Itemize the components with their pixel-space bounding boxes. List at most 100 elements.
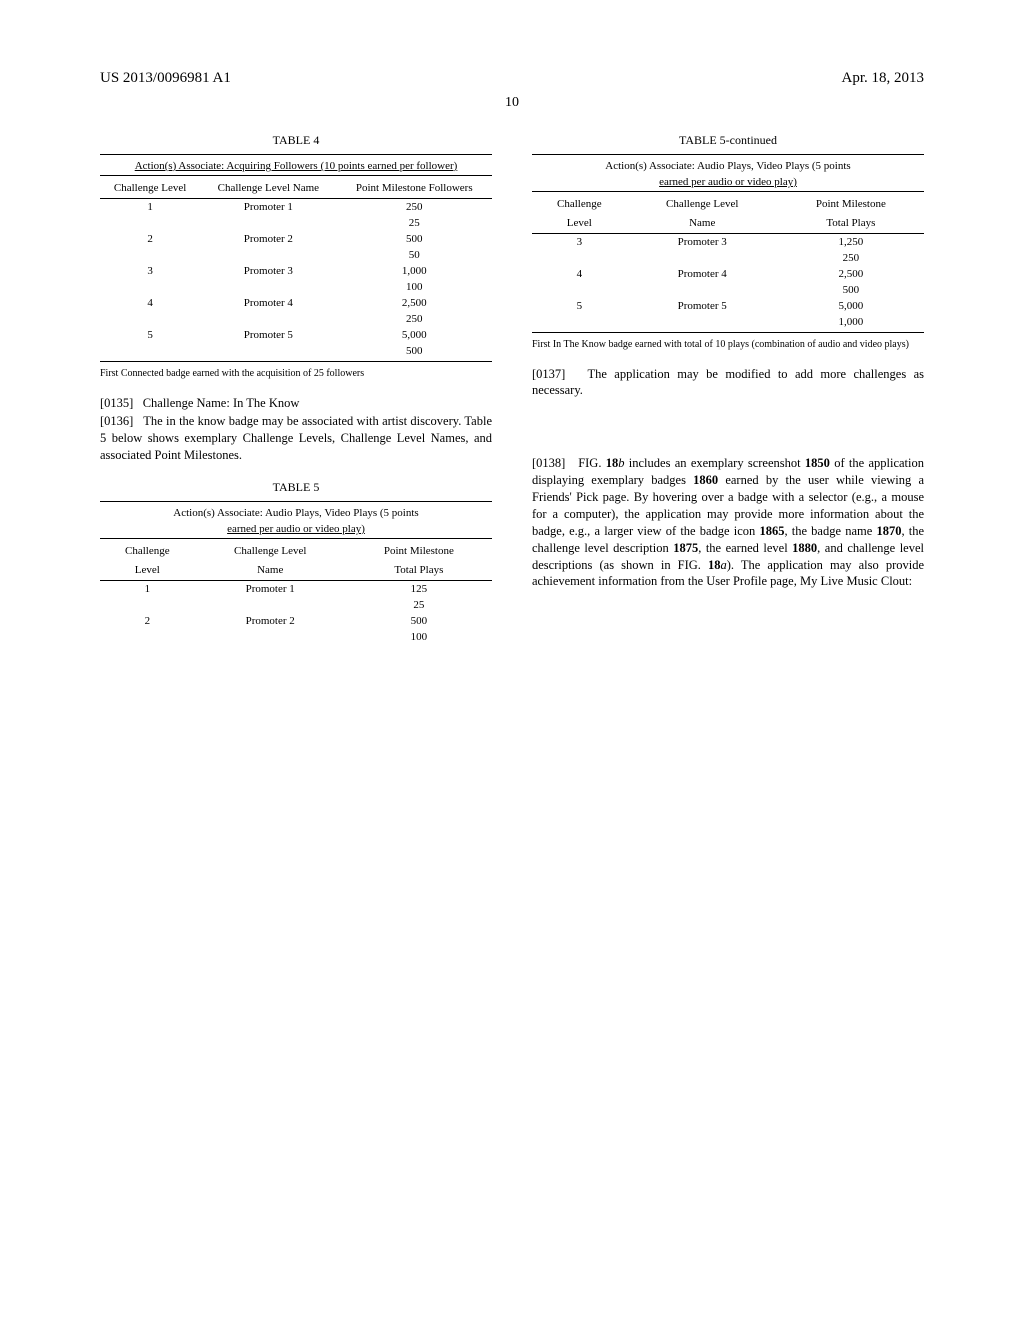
table-row: 4Promoter 42,500 xyxy=(532,266,924,282)
table-cell xyxy=(100,343,200,359)
table-cell: Promoter 1 xyxy=(195,581,346,598)
table-cell: 100 xyxy=(346,629,492,645)
table-cell xyxy=(627,314,778,330)
table5cont-top-rule xyxy=(532,154,924,155)
table-cell: Promoter 4 xyxy=(627,266,778,282)
left-column: TABLE 4 Action(s) Associate: Acquiring F… xyxy=(100,129,492,645)
table-row: 5Promoter 55,000 xyxy=(532,298,924,314)
table-row: 500 xyxy=(532,282,924,298)
para-text: Challenge Name: In The Know xyxy=(143,396,300,410)
table-row: 4Promoter 42,500 xyxy=(100,295,492,311)
spacer xyxy=(532,401,924,427)
table5-header-row1: Challenge Challenge Level Point Mileston… xyxy=(100,539,492,559)
table-cell: 3 xyxy=(532,234,627,251)
table-cell: Promoter 2 xyxy=(195,613,346,629)
table-cell xyxy=(532,314,627,330)
reference-numeral: 1880 xyxy=(792,541,817,555)
table-cell: 50 xyxy=(337,247,493,263)
table-row: 100 xyxy=(100,629,492,645)
table4-header: Point Milestone Followers xyxy=(337,176,493,199)
table-cell: 4 xyxy=(100,295,200,311)
table5-body: 1Promoter 1125 25 2Promoter 2500 100 xyxy=(100,581,492,646)
table-cell: 1,000 xyxy=(778,314,924,330)
table5cont-bottom-rule xyxy=(532,332,924,333)
table-cell xyxy=(195,597,346,613)
table5cont-header: Level xyxy=(532,211,627,234)
table-cell: 500 xyxy=(346,613,492,629)
figure-ref: 18 xyxy=(606,456,619,470)
table5cont-header: Point Milestone xyxy=(778,192,924,212)
table-cell: 25 xyxy=(346,597,492,613)
table-cell: 2,500 xyxy=(778,266,924,282)
table-cell xyxy=(532,250,627,266)
table5cont-title: TABLE 5-continued xyxy=(532,133,924,148)
reference-numeral: 1875 xyxy=(673,541,698,555)
table5-header: Name xyxy=(195,558,346,581)
table-cell: 2 xyxy=(100,231,200,247)
table-row: 3Promoter 31,000 xyxy=(100,263,492,279)
table5cont-header-row2: Level Name Total Plays xyxy=(532,211,924,234)
table-cell xyxy=(100,597,195,613)
table-cell: 25 xyxy=(337,215,493,231)
table5-header: Level xyxy=(100,558,195,581)
table-cell xyxy=(200,279,336,295)
table-cell: Promoter 5 xyxy=(200,327,336,343)
paragraph-0137: [0137] The application may be modified t… xyxy=(532,366,924,400)
table-cell xyxy=(100,215,200,231)
table5cont-header-row1: Challenge Challenge Level Point Mileston… xyxy=(532,192,924,212)
table-row: 25 xyxy=(100,215,492,231)
table5-caption-line1: Action(s) Associate: Audio Plays, Video … xyxy=(100,504,492,522)
table-cell: 500 xyxy=(778,282,924,298)
publication-date: Apr. 18, 2013 xyxy=(842,70,925,87)
table5-header: Total Plays xyxy=(346,558,492,581)
table5cont-header: Challenge Level xyxy=(627,192,778,212)
table4-top-rule xyxy=(100,154,492,155)
table-cell: Promoter 3 xyxy=(200,263,336,279)
table-cell: Promoter 5 xyxy=(627,298,778,314)
reference-numeral: 1865 xyxy=(759,524,784,538)
table-cell: 2,500 xyxy=(337,295,493,311)
table-row: 500 xyxy=(100,343,492,359)
table5: Action(s) Associate: Audio Plays, Video … xyxy=(100,504,492,645)
table-cell: 250 xyxy=(337,199,493,216)
para-number: [0137] xyxy=(532,367,565,381)
table-row: 1Promoter 1250 xyxy=(100,199,492,216)
right-column: TABLE 5-continued Action(s) Associate: A… xyxy=(532,129,924,645)
table5cont-caption-line2: earned per audio or video play) xyxy=(532,175,924,192)
table5cont-header: Name xyxy=(627,211,778,234)
paragraph-0135: [0135] Challenge Name: In The Know xyxy=(100,395,492,412)
table-row: 1,000 xyxy=(532,314,924,330)
table-cell: Promoter 3 xyxy=(627,234,778,251)
table-cell xyxy=(627,250,778,266)
table-cell xyxy=(200,247,336,263)
table-cell: 5,000 xyxy=(337,327,493,343)
table-cell xyxy=(532,282,627,298)
table4-body: 1Promoter 1250 25 2Promoter 2500 50 3Pro… xyxy=(100,199,492,360)
table-row: 2Promoter 2500 xyxy=(100,613,492,629)
table5-continued: Action(s) Associate: Audio Plays, Video … xyxy=(532,157,924,330)
table5-caption-line2: earned per audio or video play) xyxy=(100,522,492,539)
table-cell: 4 xyxy=(532,266,627,282)
table-cell xyxy=(627,282,778,298)
para-text-segment: FIG. xyxy=(578,456,606,470)
page-header: US 2013/0096981 A1 Apr. 18, 2013 xyxy=(100,70,924,87)
reference-numeral: 1860 xyxy=(693,473,718,487)
para-number: [0138] xyxy=(532,456,565,470)
page-number: 10 xyxy=(100,95,924,111)
table-row: 1Promoter 1125 xyxy=(100,581,492,598)
publication-number: US 2013/0096981 A1 xyxy=(100,70,231,87)
table-row: 50 xyxy=(100,247,492,263)
table5cont-body: 3Promoter 31,250 250 4Promoter 42,500 50… xyxy=(532,234,924,331)
spacer xyxy=(532,427,924,453)
table-cell: Promoter 2 xyxy=(200,231,336,247)
table-cell: 500 xyxy=(337,231,493,247)
table-cell: 250 xyxy=(778,250,924,266)
table4-footnote: First Connected badge earned with the ac… xyxy=(100,368,492,381)
table-cell: Promoter 4 xyxy=(200,295,336,311)
table-cell xyxy=(100,247,200,263)
table-row: 100 xyxy=(100,279,492,295)
table5cont-caption-line1: Action(s) Associate: Audio Plays, Video … xyxy=(532,157,924,175)
table5-header: Challenge xyxy=(100,539,195,559)
table-cell: Promoter 1 xyxy=(200,199,336,216)
table-row: 250 xyxy=(100,311,492,327)
